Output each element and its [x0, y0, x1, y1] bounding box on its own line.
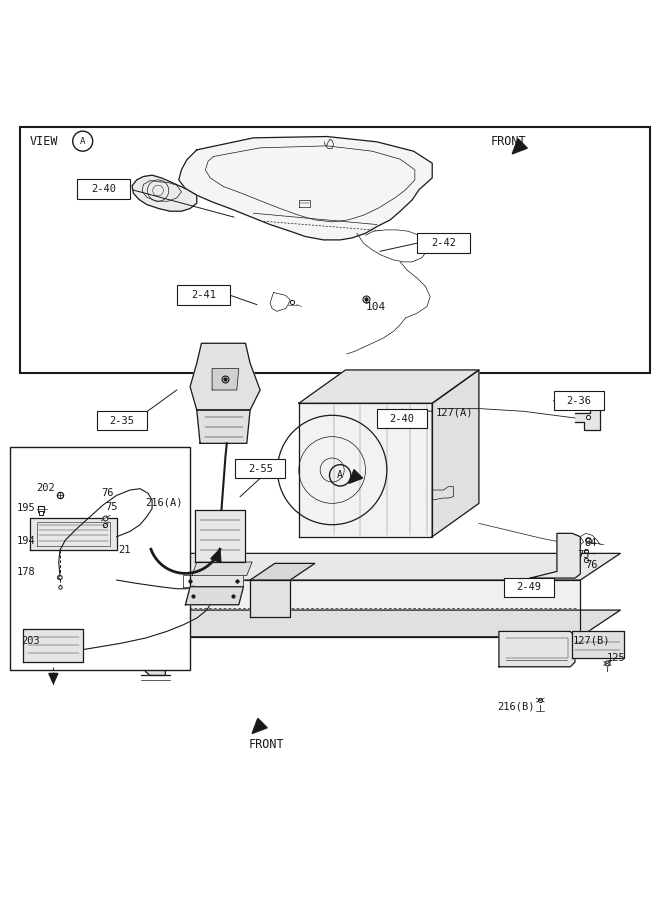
Polygon shape	[23, 629, 83, 662]
Bar	[20, 127, 650, 374]
Text: VIEW: VIEW	[30, 135, 59, 148]
Text: 2-42: 2-42	[431, 238, 456, 248]
Text: A: A	[80, 137, 85, 146]
Polygon shape	[50, 554, 620, 580]
Bar	[417, 233, 470, 253]
Polygon shape	[50, 610, 620, 637]
Bar	[504, 578, 554, 597]
Text: 2-40: 2-40	[390, 414, 414, 424]
Polygon shape	[132, 176, 197, 211]
Polygon shape	[252, 718, 267, 734]
Text: 104: 104	[366, 302, 386, 311]
Polygon shape	[195, 510, 245, 562]
Bar	[235, 459, 285, 478]
Polygon shape	[512, 139, 528, 154]
Text: FRONT: FRONT	[249, 738, 285, 752]
Polygon shape	[197, 410, 250, 444]
Polygon shape	[432, 370, 479, 536]
Polygon shape	[349, 470, 363, 483]
Text: 127(B): 127(B)	[572, 635, 610, 645]
Polygon shape	[49, 673, 58, 683]
Polygon shape	[192, 562, 252, 575]
Bar	[377, 410, 427, 428]
Polygon shape	[190, 343, 260, 410]
Bar	[10, 446, 190, 670]
Text: FRONT: FRONT	[490, 135, 526, 148]
Polygon shape	[179, 137, 432, 240]
Polygon shape	[211, 549, 221, 562]
Polygon shape	[185, 587, 243, 605]
Polygon shape	[530, 534, 580, 578]
Text: 75: 75	[105, 501, 118, 512]
Bar	[97, 411, 147, 430]
Text: 203: 203	[21, 636, 40, 646]
Polygon shape	[50, 580, 580, 637]
Text: 216(B): 216(B)	[497, 702, 534, 712]
Polygon shape	[145, 637, 165, 675]
Bar	[77, 179, 130, 199]
Text: 216(A): 216(A)	[145, 497, 183, 507]
Text: A: A	[338, 471, 343, 481]
Text: 2-36: 2-36	[566, 396, 591, 406]
Text: 2-40: 2-40	[91, 184, 116, 194]
Polygon shape	[575, 405, 600, 430]
Polygon shape	[299, 370, 479, 403]
Polygon shape	[212, 369, 239, 390]
Text: 125: 125	[607, 653, 626, 663]
Text: 2-35: 2-35	[109, 416, 134, 426]
Text: 127(A): 127(A)	[436, 408, 473, 418]
Text: 76: 76	[101, 489, 114, 499]
Text: 194: 194	[17, 536, 35, 546]
Text: 21: 21	[119, 545, 131, 555]
Text: 178: 178	[17, 567, 35, 577]
Polygon shape	[299, 403, 432, 536]
Polygon shape	[250, 580, 290, 616]
Text: 2-55: 2-55	[248, 464, 273, 473]
Text: 2-41: 2-41	[191, 291, 216, 301]
Polygon shape	[499, 632, 575, 667]
Polygon shape	[30, 518, 117, 550]
Text: 84: 84	[584, 538, 597, 548]
Text: 202: 202	[37, 483, 55, 493]
Text: 75: 75	[578, 551, 590, 561]
Polygon shape	[183, 575, 243, 587]
Text: 76: 76	[586, 561, 598, 571]
Polygon shape	[572, 632, 624, 658]
Text: 195: 195	[17, 503, 35, 513]
Text: 2-49: 2-49	[516, 582, 541, 592]
Bar	[177, 285, 230, 305]
Polygon shape	[250, 563, 315, 580]
Bar	[554, 392, 604, 410]
